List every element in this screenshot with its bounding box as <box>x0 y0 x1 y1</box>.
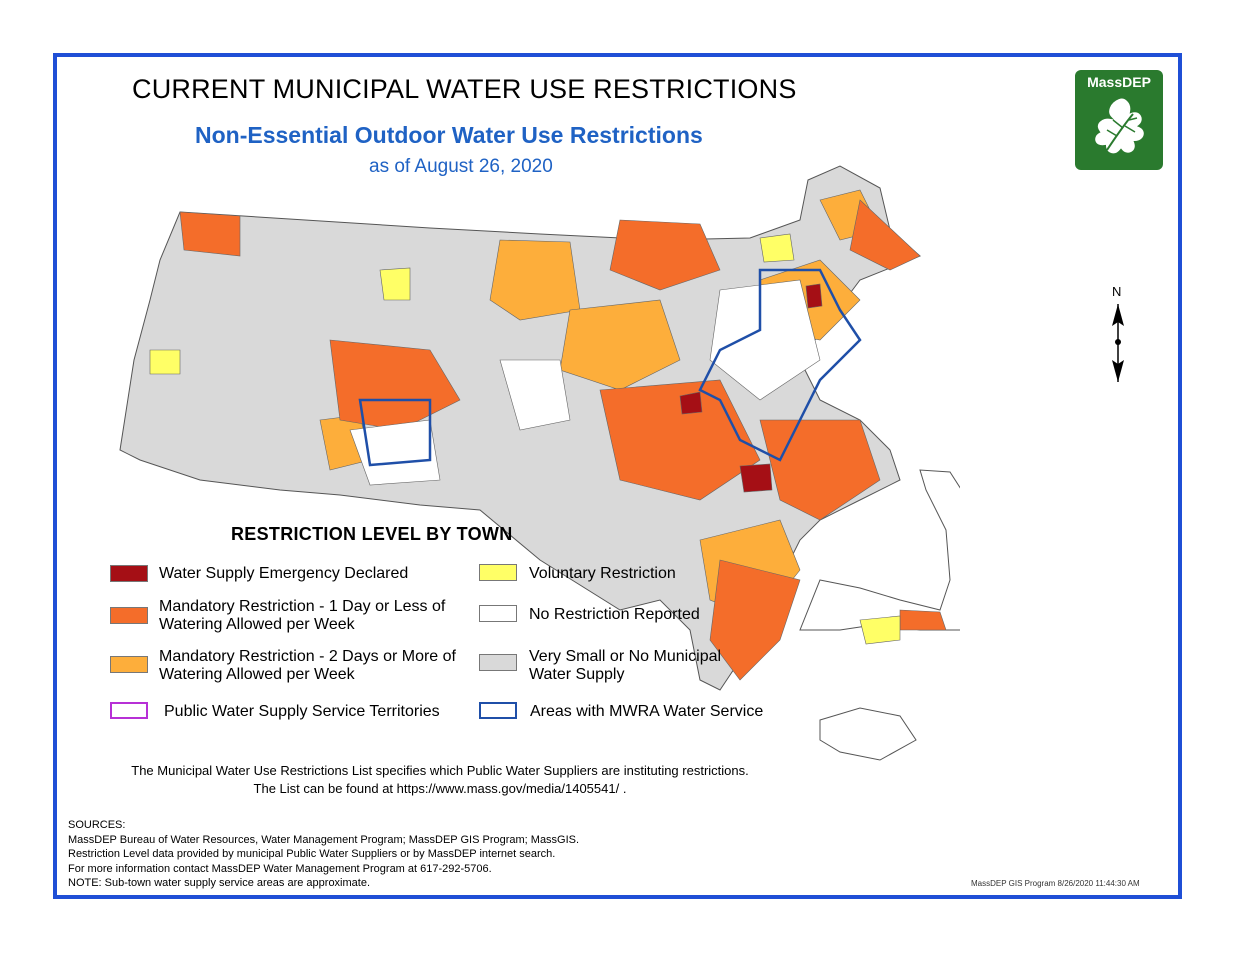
swatch-mwra <box>479 702 517 719</box>
voluntary-regions <box>149 233 901 645</box>
sources-line-4: NOTE: Sub-town water supply service area… <box>68 877 371 889</box>
oak-leaf-icon <box>1093 96 1146 156</box>
swatch-none <box>479 605 517 622</box>
page-subtitle: Non-Essential Outdoor Water Use Restrict… <box>195 122 703 148</box>
page-title: CURRENT MUNICIPAL WATER USE RESTRICTIONS <box>132 74 797 104</box>
legend-title: RESTRICTION LEVEL BY TOWN <box>231 524 513 544</box>
logo-text: MassDEP <box>1087 74 1151 90</box>
legend-label-small: Very Small or No Municipal Water Supply <box>529 648 722 683</box>
legend-label-pws: Public Water Supply Service Territories <box>164 703 440 720</box>
mandatory-1-day-regions <box>179 199 947 681</box>
legend-label-mwra: Areas with MWRA Water Service <box>530 703 764 720</box>
mwra-service-areas <box>358 268 862 467</box>
massachusetts-map <box>119 165 960 761</box>
as-of-date: as of August 26, 2020 <box>369 156 553 177</box>
legend-label-none: No Restriction Reported <box>529 606 700 623</box>
legend-label-mandatory-1: Mandatory Restriction - 1 Day or Less of… <box>159 598 446 633</box>
legend-label-mandatory-2: Mandatory Restriction - 2 Days or More o… <box>159 648 456 683</box>
swatch-mandatory-2 <box>110 656 148 673</box>
marthas-vineyard <box>819 707 917 761</box>
emergency-regions <box>679 283 823 493</box>
gis-stamp: MassDEP GIS Program 8/26/2020 11:44:30 A… <box>971 879 1140 888</box>
legend-label-emergency: Water Supply Emergency Declared <box>159 565 409 582</box>
note-line-1: The Municipal Water Use Restrictions Lis… <box>131 763 749 778</box>
swatch-emergency <box>110 565 148 582</box>
sources-line-2: Restriction Level data provided by munic… <box>68 848 556 860</box>
no-restriction-regions <box>349 279 821 486</box>
swatch-mandatory-1 <box>110 607 148 624</box>
sources-heading: SOURCES: <box>68 819 126 831</box>
swatch-voluntary <box>479 564 517 581</box>
legend-label-voluntary: Voluntary Restriction <box>529 565 676 582</box>
swatch-small <box>479 654 517 671</box>
note-line-2: The List can be found at https://www.mas… <box>253 781 627 796</box>
sources-line-1: MassDEP Bureau of Water Resources, Water… <box>68 834 580 846</box>
swatch-pws <box>110 702 148 719</box>
north-arrow-icon: N <box>1106 284 1130 384</box>
sources-line-3: For more information contact MassDEP Wat… <box>68 863 492 875</box>
north-label: N <box>1112 284 1122 299</box>
massdep-logo: MassDEP <box>1075 70 1163 170</box>
